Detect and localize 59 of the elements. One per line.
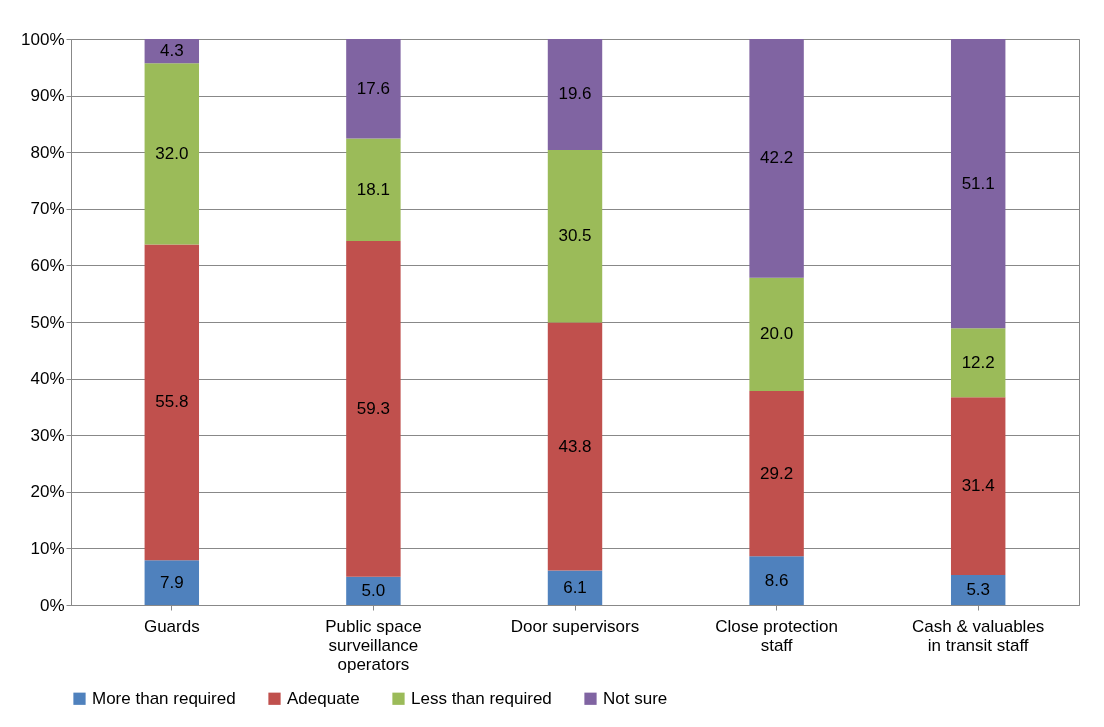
bar (346, 576, 401, 605)
legend-label: Less than required (411, 688, 552, 708)
bar (950, 575, 1006, 605)
y-tick-label: 10% (30, 538, 65, 558)
bar (346, 39, 401, 139)
data-label: 12.2 (961, 352, 995, 372)
data-label: 20.0 (760, 324, 794, 344)
data-label: 32.0 (155, 143, 189, 163)
data-label: 30.5 (558, 226, 592, 246)
x-tick-label: Public space surveillance operators (325, 616, 422, 674)
bar (950, 397, 1006, 575)
y-tick-label: 0% (39, 595, 65, 615)
bar (144, 560, 200, 605)
legend-label: Adequate (287, 688, 360, 708)
bar (346, 138, 401, 242)
data-label: 18.1 (356, 179, 390, 199)
bar (547, 322, 603, 571)
data-label: 5.3 (966, 580, 991, 599)
bar (547, 39, 603, 150)
x-tick-label: Close protection staff (715, 616, 839, 655)
y-tick-label: 60% (30, 255, 65, 275)
data-label: 17.6 (356, 78, 390, 98)
bar (749, 39, 804, 278)
data-label: 51.1 (961, 173, 995, 193)
data-label: 8.6 (764, 570, 789, 590)
data-label: 19.6 (558, 84, 592, 104)
y-tick-label: 20% (30, 482, 65, 502)
y-tick-label: 50% (30, 312, 65, 332)
data-label: 59.3 (356, 398, 390, 418)
y-tick-label: 90% (30, 86, 65, 106)
data-label: 31.4 (961, 476, 995, 496)
data-label: 6.1 (563, 577, 587, 597)
bar (950, 328, 1006, 398)
bar (749, 556, 804, 605)
legend-label: More than required (92, 688, 236, 708)
data-label: 7.9 (159, 572, 184, 592)
bar (547, 570, 603, 605)
bar (144, 244, 200, 561)
bar (749, 277, 804, 392)
y-tick-label: 40% (30, 369, 65, 389)
y-tick-label: 80% (30, 142, 65, 162)
bar (547, 149, 603, 323)
bar (749, 391, 804, 557)
bar (144, 63, 200, 245)
x-tick-label: Door supervisors (510, 616, 640, 636)
data-label: 4.3 (159, 41, 184, 61)
data-label: 42.2 (760, 148, 794, 168)
data-label: 55.8 (155, 392, 189, 412)
data-label: 43.8 (558, 436, 592, 456)
y-tick-label: 70% (30, 199, 65, 219)
y-tick-label: 30% (30, 425, 65, 445)
y-tick-label: 100% (21, 29, 65, 49)
bar (346, 241, 401, 577)
x-tick-label: Cash & valuables in transit staff (912, 616, 1045, 655)
data-label: 5.0 (361, 580, 386, 600)
data-label: 29.2 (760, 463, 794, 483)
legend-label: Not sure (603, 688, 668, 708)
bar (950, 39, 1006, 329)
x-tick-label: Guards (143, 616, 200, 636)
